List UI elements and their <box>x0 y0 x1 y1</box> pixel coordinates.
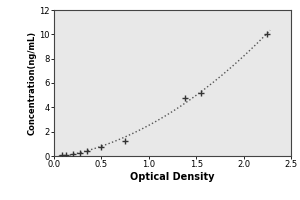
X-axis label: Optical Density: Optical Density <box>130 172 215 182</box>
Y-axis label: Concentration(ng/mL): Concentration(ng/mL) <box>28 31 37 135</box>
